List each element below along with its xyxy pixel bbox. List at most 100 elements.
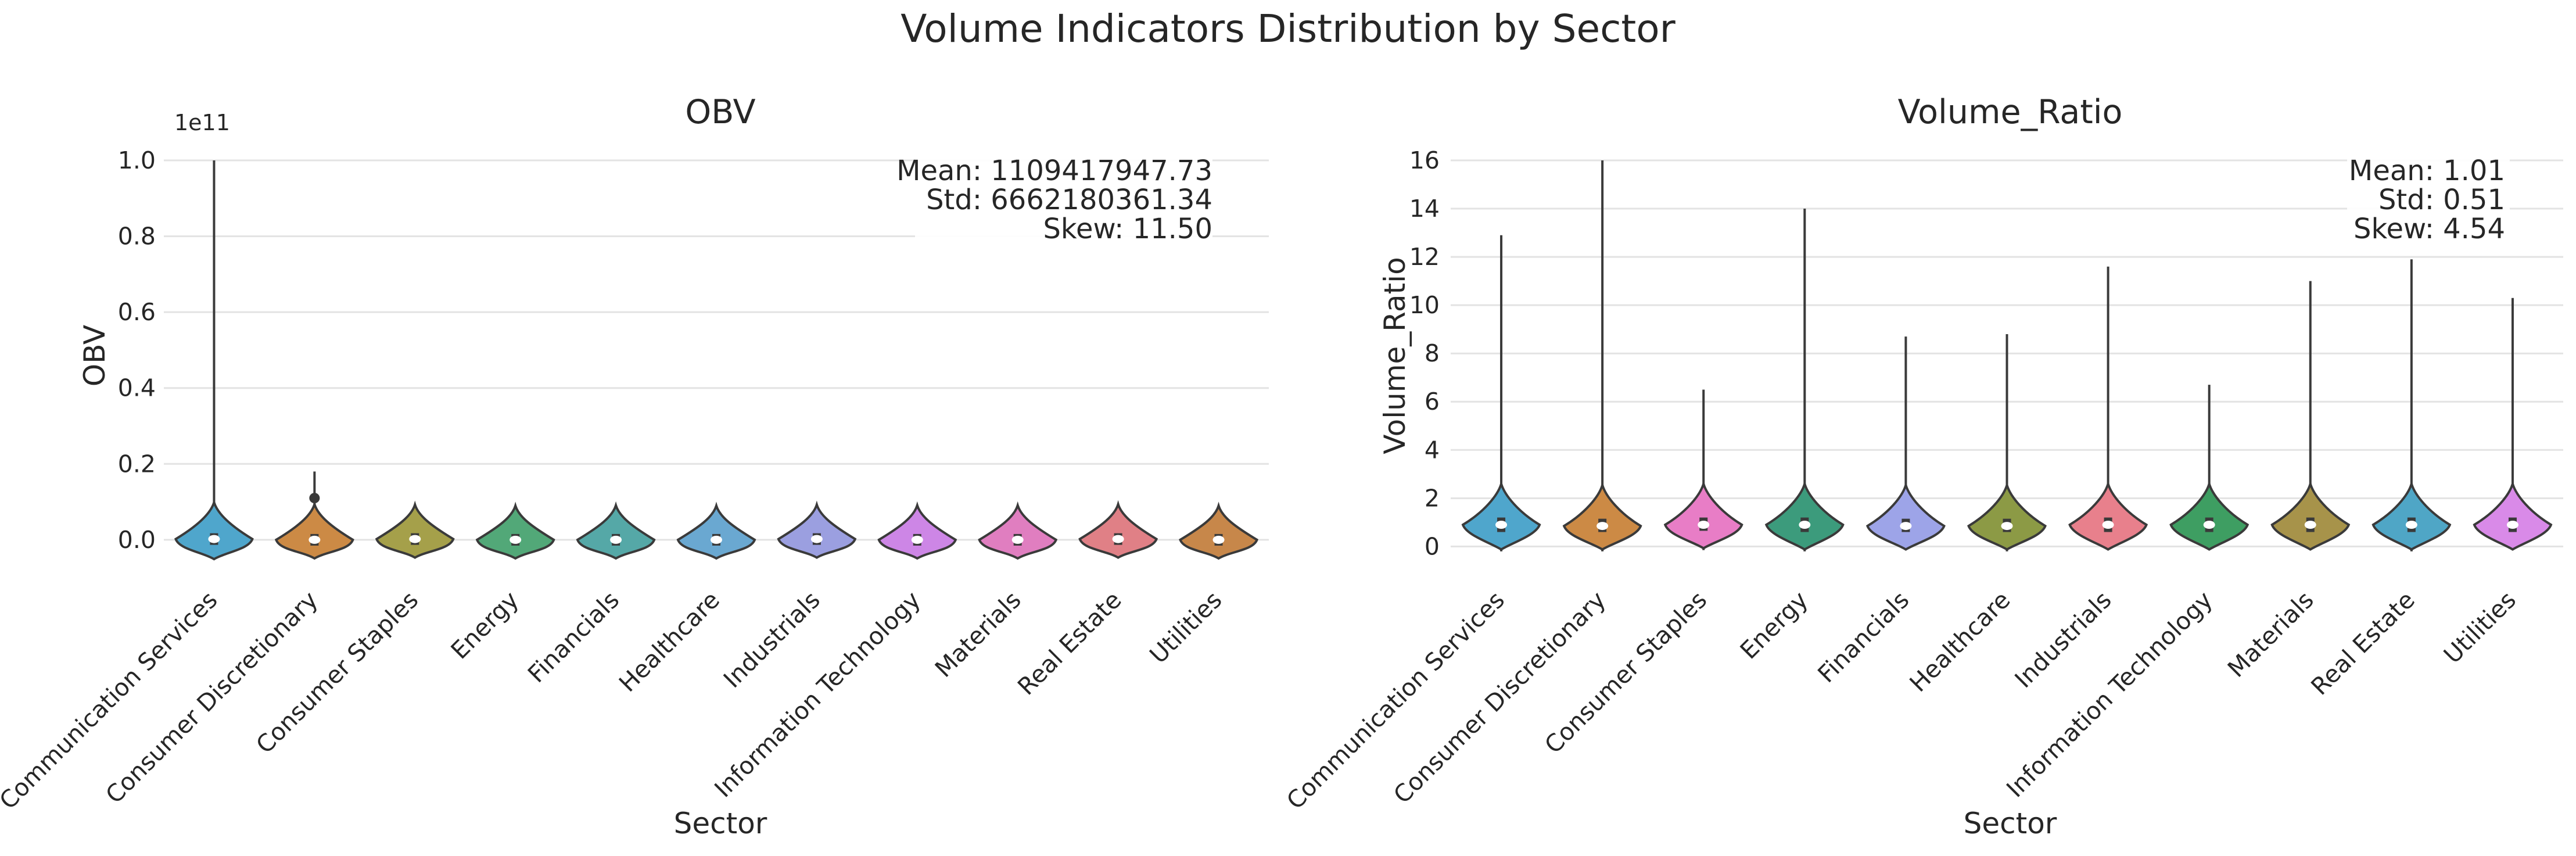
x-tick-label-real-estate-volume-ratio: Real Estate: [2306, 586, 2420, 700]
x-tick-label-information-technology-volume-ratio: Information Technology: [2001, 586, 2218, 803]
y-tick-label-volume-ratio: 8: [1425, 339, 1440, 367]
x-tick-label-utilities-volume-ratio: Utilities: [2438, 586, 2521, 669]
violin-utilities-volume-ratio: [2473, 298, 2553, 551]
violin-energy-volume-ratio: [1764, 209, 1845, 551]
violin-body: [576, 501, 656, 560]
violin-body: [1461, 479, 1541, 551]
violin-consumer-discretionary-obv: [274, 471, 354, 560]
violin-energy-obv: [475, 502, 555, 560]
violin-body: [274, 500, 354, 560]
violin-body: [2473, 479, 2553, 551]
y-tick-label-obv: 0.6: [118, 298, 156, 326]
violin-median-marker: [1900, 522, 1912, 531]
violin-materials-volume-ratio: [2270, 281, 2351, 551]
x-tick-label-healthcare-volume-ratio: Healthcare: [1904, 586, 2016, 697]
x-tick-label-consumer-discretionary-obv: Consumer Discretionary: [101, 586, 324, 809]
x-tick-label-consumer-staples-obv: Consumer Staples: [250, 586, 424, 759]
stats-box-volume-ratio: Mean: 1.01 Std: 0.51 Skew: 4.54: [2347, 152, 2510, 245]
x-axis-label-volume-ratio: Sector: [1964, 807, 2057, 840]
violin-body: [2068, 479, 2148, 551]
violin-body: [1562, 481, 1642, 551]
x-tick-label-financials-obv: Financials: [522, 586, 625, 688]
panel-title-obv: OBV: [685, 93, 755, 131]
y-tick-label-volume-ratio: 6: [1425, 388, 1440, 416]
violin-communication-services-obv: [174, 160, 254, 561]
violin-real-estate-volume-ratio: [2372, 259, 2452, 551]
violin-median-marker: [308, 535, 321, 544]
violin-consumer-discretionary-volume-ratio: [1562, 160, 1642, 551]
panel-title-volume-ratio: Volume_Ratio: [1898, 93, 2123, 131]
y-offset-text-obv: 1e11: [174, 110, 230, 135]
panel-volume-ratio: Volume_Ratio Volume_Ratio Sector 0 2 4 6 8 10…: [1281, 93, 2563, 840]
stats-skew-volume-ratio: Skew: 4.54: [2353, 213, 2505, 245]
violin-median-marker: [1698, 521, 1710, 529]
violin-outlier-point: [309, 493, 320, 504]
violin-median-marker: [711, 535, 722, 544]
violin-median-marker: [208, 535, 220, 543]
violin-body: [475, 502, 555, 560]
panel-obv: OBV 1e11 OBV Sector 0.0 0.2 0.4 0.6 0.8 1.0 C…: [0, 93, 1269, 840]
violin-median-marker: [2304, 521, 2316, 529]
violin-body: [777, 500, 857, 559]
x-tick-label-consumer-discretionary-volume-ratio: Consumer Discretionary: [1388, 586, 1611, 809]
stats-std-obv: Std: 6662180361.34: [926, 184, 1212, 216]
x-tick-label-real-estate-obv: Real Estate: [1012, 586, 1126, 700]
violin-body: [174, 498, 254, 561]
violin-industrials-obv: [777, 500, 857, 559]
violin-median-marker: [1596, 522, 1609, 531]
violin-body: [2270, 479, 2351, 551]
violin-median-marker: [510, 535, 522, 544]
violin-body: [1967, 481, 2047, 551]
figure-suptitle: Volume Indicators Distribution by Sector: [900, 6, 1676, 51]
x-tick-label-financials-volume-ratio: Financials: [1812, 586, 1914, 688]
y-tick-label-obv: 0.0: [118, 526, 156, 554]
violin-median-marker: [2405, 521, 2417, 529]
violin-body: [1764, 479, 1845, 551]
violin-body: [1663, 479, 1743, 550]
violin-information-technology-volume-ratio: [2169, 385, 2249, 551]
violin-median-marker: [2203, 521, 2215, 529]
violin-median-marker: [1495, 521, 1508, 529]
violin-financials-volume-ratio: [1865, 336, 1946, 551]
violin-real-estate-obv: [1078, 500, 1158, 559]
violin-body: [1179, 502, 1258, 560]
violin-median-marker: [1212, 535, 1225, 544]
stats-box-obv: Mean: 1109417947.73 Std: 6662180361.34 S…: [896, 152, 1212, 245]
violin-median-marker: [810, 535, 823, 543]
violin-body: [1865, 481, 1946, 551]
y-tick-label-obv: 0.8: [118, 223, 156, 250]
violin-median-marker: [1799, 521, 1811, 529]
x-tick-label-industrials-volume-ratio: Industrials: [2010, 586, 2117, 693]
violin-industrials-volume-ratio: [2068, 266, 2148, 551]
violin-healthcare-obv: [676, 502, 756, 560]
violin-median-marker: [409, 535, 421, 543]
y-tick-label-volume-ratio: 14: [1409, 195, 1440, 223]
y-tick-label-volume-ratio: 10: [1409, 291, 1440, 319]
violin-communication-services-volume-ratio: [1461, 235, 1541, 551]
violin-body: [2169, 479, 2249, 551]
x-tick-label-communication-services-volume-ratio: Communication Services: [1281, 586, 1510, 815]
x-tick-label-materials-volume-ratio: Materials: [2222, 586, 2319, 683]
stats-mean-obv: Mean: 1109417947.73: [896, 155, 1212, 187]
y-tick-label-obv: 0.2: [118, 450, 156, 478]
x-tick-label-utilities-obv: Utilities: [1145, 586, 1228, 669]
violin-body: [1078, 500, 1158, 559]
x-tick-label-industrials-obv: Industrials: [718, 586, 826, 693]
y-axis-label-volume-ratio: Volume_Ratio: [1378, 257, 1412, 454]
x-axis-label-obv: Sector: [674, 807, 767, 840]
y-tick-label-volume-ratio: 2: [1425, 484, 1440, 512]
y-tick-label-volume-ratio: 4: [1425, 436, 1440, 464]
violin-consumer-staples-volume-ratio: [1663, 389, 1743, 550]
violin-consumer-staples-obv: [375, 500, 455, 559]
violin-body: [2372, 479, 2452, 551]
violin-body: [375, 500, 455, 559]
x-tick-label-information-technology-obv: Information Technology: [709, 586, 926, 803]
violin-body: [978, 501, 1058, 560]
x-tick-label-energy-volume-ratio: Energy: [1735, 586, 1813, 664]
violin-median-marker: [610, 535, 622, 544]
violin-body: [676, 502, 756, 560]
y-tick-label-obv: 1.0: [118, 146, 156, 174]
y-tick-label-obv: 0.4: [118, 374, 156, 402]
stats-mean-volume-ratio: Mean: 1.01: [2349, 155, 2505, 187]
